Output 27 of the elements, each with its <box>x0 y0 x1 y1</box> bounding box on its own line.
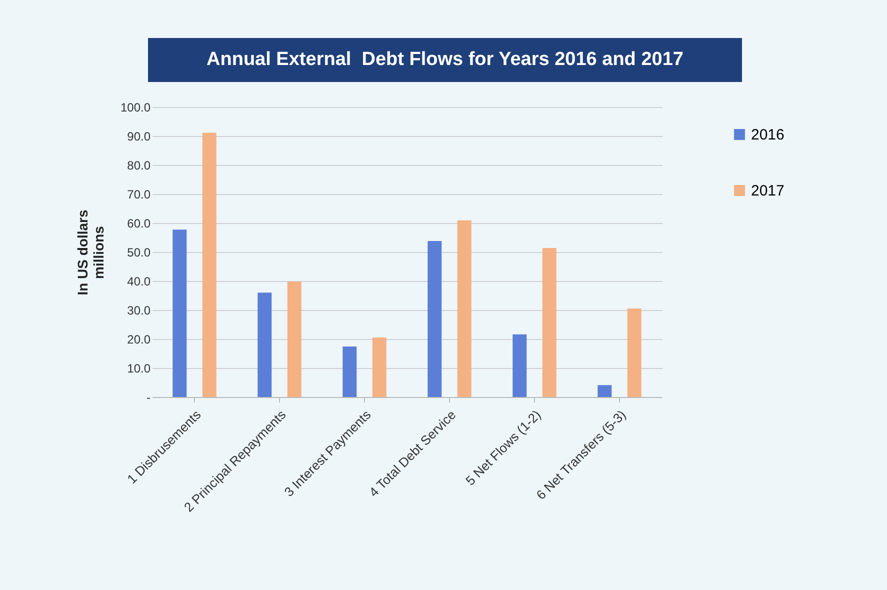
y-tick-label: - <box>146 390 150 404</box>
bar <box>428 240 442 397</box>
y-tick-label: 20.0 <box>127 332 151 346</box>
bar <box>372 338 386 397</box>
bar <box>172 230 187 397</box>
bar <box>542 248 556 397</box>
bar <box>258 292 272 397</box>
chart-title: Annual External Debt Flows for Years 2016 and 2017 <box>148 38 742 82</box>
y-tick-label: 10.0 <box>127 362 151 376</box>
y-tick-label: 40.0 <box>127 274 151 288</box>
bar <box>342 346 357 397</box>
y-tick-label: 30.0 <box>127 304 151 318</box>
legend-label: 2017 <box>751 182 784 200</box>
bar <box>202 132 216 397</box>
legend-label: 2016 <box>751 126 784 144</box>
y-tick-label: 90.0 <box>127 130 151 144</box>
bar <box>287 282 302 397</box>
bar <box>512 334 527 397</box>
y-tick-label: 50.0 <box>127 246 151 260</box>
y-tick-label: 80.0 <box>127 158 151 172</box>
y-tick-label: 100.0 <box>120 100 151 114</box>
y-axis-title: In US dollars millions <box>74 210 106 296</box>
y-tick-label: 70.0 <box>127 188 151 202</box>
bar <box>627 308 642 397</box>
y-tick-label: 60.0 <box>127 216 151 230</box>
bar <box>457 220 472 397</box>
bar <box>598 385 612 397</box>
